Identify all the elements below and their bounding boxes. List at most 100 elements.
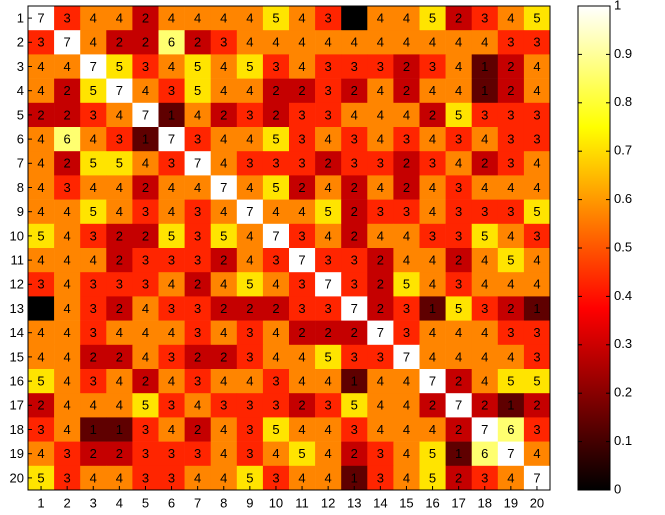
heatmap-cell bbox=[210, 175, 238, 200]
heatmap-cell bbox=[236, 6, 264, 31]
cell-label: 3 bbox=[507, 325, 514, 340]
cell-label: 2 bbox=[351, 446, 358, 461]
heatmap-cell bbox=[262, 30, 290, 55]
colorbar bbox=[577, 5, 611, 491]
cell-label: 3 bbox=[325, 107, 332, 122]
cell-label: 3 bbox=[272, 59, 279, 74]
cell-label: 4 bbox=[351, 107, 358, 122]
cell-label: 3 bbox=[403, 132, 410, 147]
heatmap-cell bbox=[54, 417, 81, 442]
x-tick-label: 18 bbox=[478, 495, 492, 510]
cell-label: 4 bbox=[37, 325, 44, 340]
y-tick-label: 5 bbox=[17, 107, 24, 122]
cell-label: 4 bbox=[403, 35, 410, 50]
heatmap-cell bbox=[419, 199, 446, 225]
cell-label: 2 bbox=[90, 349, 97, 364]
cell-label: 4 bbox=[142, 83, 149, 98]
heatmap-cell bbox=[341, 344, 368, 370]
heatmap-cell bbox=[158, 441, 185, 467]
heatmap-cell bbox=[54, 344, 81, 370]
heatmap-cell bbox=[236, 393, 264, 418]
cell-label: 3 bbox=[298, 277, 305, 292]
heatmap-cell bbox=[158, 78, 185, 104]
heatmap-cell bbox=[315, 78, 342, 104]
cell-label: 4 bbox=[481, 35, 488, 50]
heatmap-cell bbox=[236, 223, 264, 249]
heatmap-cell bbox=[419, 248, 446, 273]
heatmap-cell bbox=[184, 393, 211, 418]
cell-label: 2 bbox=[351, 228, 358, 243]
cell-label: 4 bbox=[533, 59, 540, 74]
heatmap-cell bbox=[54, 54, 81, 79]
cell-label: 3 bbox=[64, 446, 71, 461]
heatmap-cell bbox=[289, 369, 316, 394]
cell-label: 4 bbox=[90, 470, 97, 485]
heatmap-cell bbox=[184, 54, 211, 79]
colorbar-tick-label: 0 bbox=[614, 481, 621, 496]
cell-label: 3 bbox=[351, 253, 358, 268]
cell-label: 2 bbox=[298, 83, 305, 98]
heatmap-cell bbox=[315, 54, 342, 79]
cell-label: 5 bbox=[481, 228, 488, 243]
heatmap-cell bbox=[471, 248, 499, 273]
cell-label: 5 bbox=[116, 59, 123, 74]
cell-label: 3 bbox=[429, 156, 436, 171]
heatmap-cell bbox=[158, 54, 185, 79]
heatmap-cell bbox=[497, 199, 525, 225]
cell-label: 3 bbox=[377, 446, 384, 461]
heatmap-cell bbox=[315, 102, 342, 128]
cell-label: 4 bbox=[403, 11, 410, 26]
cell-label: 2 bbox=[220, 107, 227, 122]
heatmap-cell bbox=[236, 272, 264, 297]
cell-label: 3 bbox=[272, 253, 279, 268]
heatmap-cell bbox=[445, 320, 472, 346]
cell-label: 4 bbox=[533, 83, 540, 98]
cell-label: 4 bbox=[403, 422, 410, 437]
cell-label: 3 bbox=[37, 422, 44, 437]
heatmap-cell bbox=[523, 344, 551, 370]
cell-label: 5 bbox=[194, 59, 201, 74]
heatmap-cell bbox=[184, 320, 211, 346]
cell-label: 3 bbox=[142, 253, 149, 268]
cell-label: 4 bbox=[194, 180, 201, 195]
heatmap-cell bbox=[471, 393, 499, 418]
cell-label: 3 bbox=[377, 470, 384, 485]
heatmap-cell bbox=[106, 441, 133, 467]
heatmap-cell bbox=[54, 127, 81, 152]
cell-label: 3 bbox=[168, 253, 175, 268]
cell-label: 3 bbox=[246, 446, 253, 461]
heatmap-cell bbox=[106, 127, 133, 152]
heatmap-cell bbox=[210, 127, 238, 152]
heatmap-cell bbox=[158, 175, 185, 200]
cell-label: 2 bbox=[116, 35, 123, 50]
heatmap-cell bbox=[471, 30, 499, 55]
y-tick-label: 10 bbox=[10, 228, 24, 243]
heatmap-cell bbox=[210, 320, 238, 346]
cell-label: 4 bbox=[403, 374, 410, 389]
heatmap-cell bbox=[236, 127, 264, 152]
cell-label: 4 bbox=[377, 11, 384, 26]
heatmap-cell bbox=[497, 272, 525, 297]
cell-label: 4 bbox=[37, 349, 44, 364]
heatmap-cell bbox=[523, 393, 551, 418]
cell-label: 3 bbox=[116, 132, 123, 147]
cell-label: 2 bbox=[455, 11, 462, 26]
heatmap-cell bbox=[523, 296, 551, 321]
colorbar-tick-label: 0.5 bbox=[614, 239, 632, 254]
cell-label: 4 bbox=[168, 204, 175, 219]
heatmap-cell bbox=[445, 248, 472, 273]
cell-label: 3 bbox=[168, 470, 175, 485]
heatmap-cell bbox=[132, 393, 159, 418]
heatmap-cell bbox=[106, 344, 133, 370]
x-tick-label: 4 bbox=[116, 495, 123, 510]
heatmap-cell bbox=[106, 54, 133, 79]
heatmap-cell bbox=[54, 30, 81, 55]
cell-label: 4 bbox=[168, 180, 175, 195]
heatmap-cell bbox=[289, 248, 316, 273]
heatmap-cell bbox=[315, 199, 342, 225]
heatmap-cell bbox=[132, 296, 159, 321]
cell-label: 2 bbox=[429, 398, 436, 413]
cell-label: 4 bbox=[272, 204, 279, 219]
cell-label: 3 bbox=[272, 374, 279, 389]
cell-label: 4 bbox=[220, 277, 227, 292]
